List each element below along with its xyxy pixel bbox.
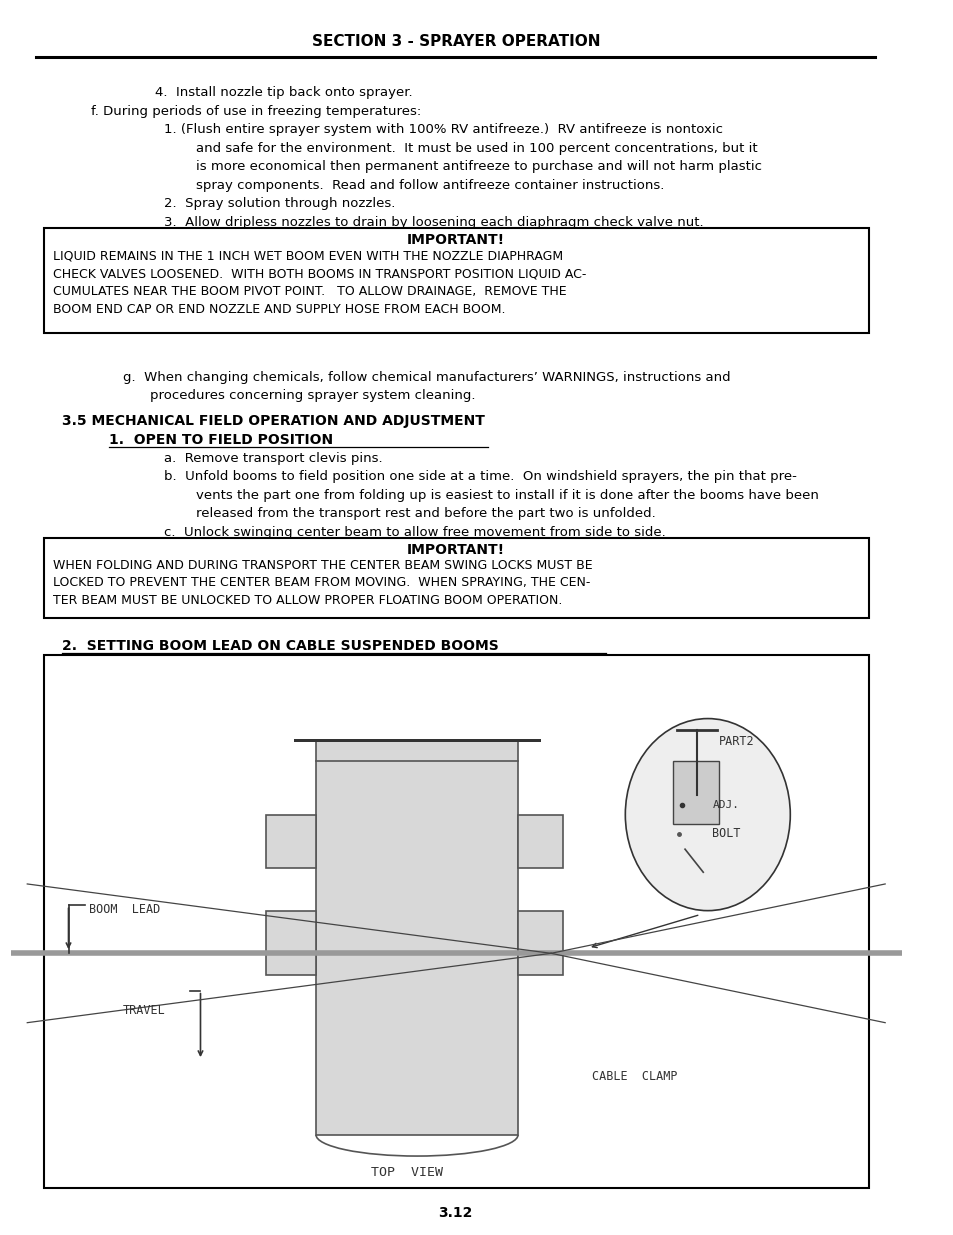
Text: CUMULATES NEAR THE BOOM PIVOT POINT.   TO ALLOW DRAINAGE,  REMOVE THE: CUMULATES NEAR THE BOOM PIVOT POINT. TO … — [52, 285, 566, 298]
Text: TER BEAM MUST BE UNLOCKED TO ALLOW PROPER FLOATING BOOM OPERATION.: TER BEAM MUST BE UNLOCKED TO ALLOW PROPE… — [52, 594, 561, 606]
FancyBboxPatch shape — [44, 538, 868, 618]
Text: 3.5 MECHANICAL FIELD OPERATION AND ADJUSTMENT: 3.5 MECHANICAL FIELD OPERATION AND ADJUS… — [62, 414, 484, 429]
Text: LOCKED TO PREVENT THE CENTER BEAM FROM MOVING.  WHEN SPRAYING, THE CEN-: LOCKED TO PREVENT THE CENTER BEAM FROM M… — [52, 577, 590, 589]
Text: CHECK VALVES LOOSENED.  WITH BOTH BOOMS IN TRANSPORT POSITION LIQUID AC-: CHECK VALVES LOOSENED. WITH BOTH BOOMS I… — [52, 267, 586, 280]
Text: 1.  OPEN TO FIELD POSITION: 1. OPEN TO FIELD POSITION — [110, 432, 334, 447]
Bar — [673, 761, 718, 824]
Text: b.  Unfold booms to field position one side at a time.  On windshield sprayers, : b. Unfold booms to field position one si… — [164, 471, 796, 483]
Text: PART2: PART2 — [718, 735, 754, 748]
Text: IMPORTANT!: IMPORTANT! — [406, 542, 504, 557]
Bar — [315, 740, 517, 1135]
Text: BOLT: BOLT — [712, 827, 740, 840]
Text: TOP  VIEW: TOP VIEW — [371, 1166, 442, 1178]
Ellipse shape — [624, 719, 789, 910]
Bar — [266, 910, 315, 974]
Text: 2.  SETTING BOOM LEAD ON CABLE SUSPENDED BOOMS: 2. SETTING BOOM LEAD ON CABLE SUSPENDED … — [62, 638, 498, 653]
FancyBboxPatch shape — [44, 655, 868, 1188]
Text: 1. (Flush entire sprayer system with 100% RV antifreeze.)  RV antifreeze is nont: 1. (Flush entire sprayer system with 100… — [164, 124, 722, 136]
Text: 3.  Allow dripless nozzles to drain by loosening each diaphragm check valve nut.: 3. Allow dripless nozzles to drain by lo… — [164, 216, 703, 228]
Text: is more economical then permanent antifreeze to purchase and will not harm plast: is more economical then permanent antifr… — [195, 161, 761, 173]
Text: a.  Remove transport clevis pins.: a. Remove transport clevis pins. — [164, 452, 382, 464]
Text: WHEN FOLDING AND DURING TRANSPORT THE CENTER BEAM SWING LOCKS MUST BE: WHEN FOLDING AND DURING TRANSPORT THE CE… — [52, 559, 592, 572]
Bar — [517, 815, 563, 868]
Text: released from the transport rest and before the part two is unfolded.: released from the transport rest and bef… — [195, 508, 655, 520]
Text: LIQUID REMAINS IN THE 1 INCH WET BOOM EVEN WITH THE NOZZLE DIAPHRAGM: LIQUID REMAINS IN THE 1 INCH WET BOOM EV… — [52, 249, 562, 262]
Bar — [517, 910, 563, 974]
Text: c.  Unlock swinging center beam to allow free movement from side to side.: c. Unlock swinging center beam to allow … — [164, 526, 665, 538]
Text: 2.  Spray solution through nozzles.: 2. Spray solution through nozzles. — [164, 198, 395, 210]
Text: IMPORTANT!: IMPORTANT! — [406, 232, 504, 247]
Text: ADJ.: ADJ. — [712, 800, 739, 810]
Text: spray components.  Read and follow antifreeze container instructions.: spray components. Read and follow antifr… — [195, 179, 663, 191]
Text: BOOM END CAP OR END NOZZLE AND SUPPLY HOSE FROM EACH BOOM.: BOOM END CAP OR END NOZZLE AND SUPPLY HO… — [52, 303, 505, 316]
Text: procedures concerning sprayer system cleaning.: procedures concerning sprayer system cle… — [151, 389, 476, 401]
Text: 4.  Install nozzle tip back onto sprayer.: 4. Install nozzle tip back onto sprayer. — [154, 86, 412, 99]
Text: CABLE  CLAMP: CABLE CLAMP — [592, 1070, 678, 1083]
Text: BOOM  LEAD: BOOM LEAD — [89, 903, 160, 916]
Bar — [266, 815, 315, 868]
Text: g.  When changing chemicals, follow chemical manufacturers’ WARNINGS, instructio: g. When changing chemicals, follow chemi… — [123, 372, 730, 384]
Text: vents the part one from folding up is easiest to install if it is done after the: vents the part one from folding up is ea… — [195, 489, 818, 501]
Text: f. During periods of use in freezing temperatures:: f. During periods of use in freezing tem… — [91, 105, 421, 117]
Text: and safe for the environment.  It must be used in 100 percent concentrations, bu: and safe for the environment. It must be… — [195, 142, 757, 154]
FancyBboxPatch shape — [44, 228, 868, 333]
Text: SECTION 3 - SPRAYER OPERATION: SECTION 3 - SPRAYER OPERATION — [312, 35, 599, 49]
Text: TRAVEL: TRAVEL — [123, 1004, 166, 1018]
Text: 3.12: 3.12 — [438, 1205, 473, 1220]
